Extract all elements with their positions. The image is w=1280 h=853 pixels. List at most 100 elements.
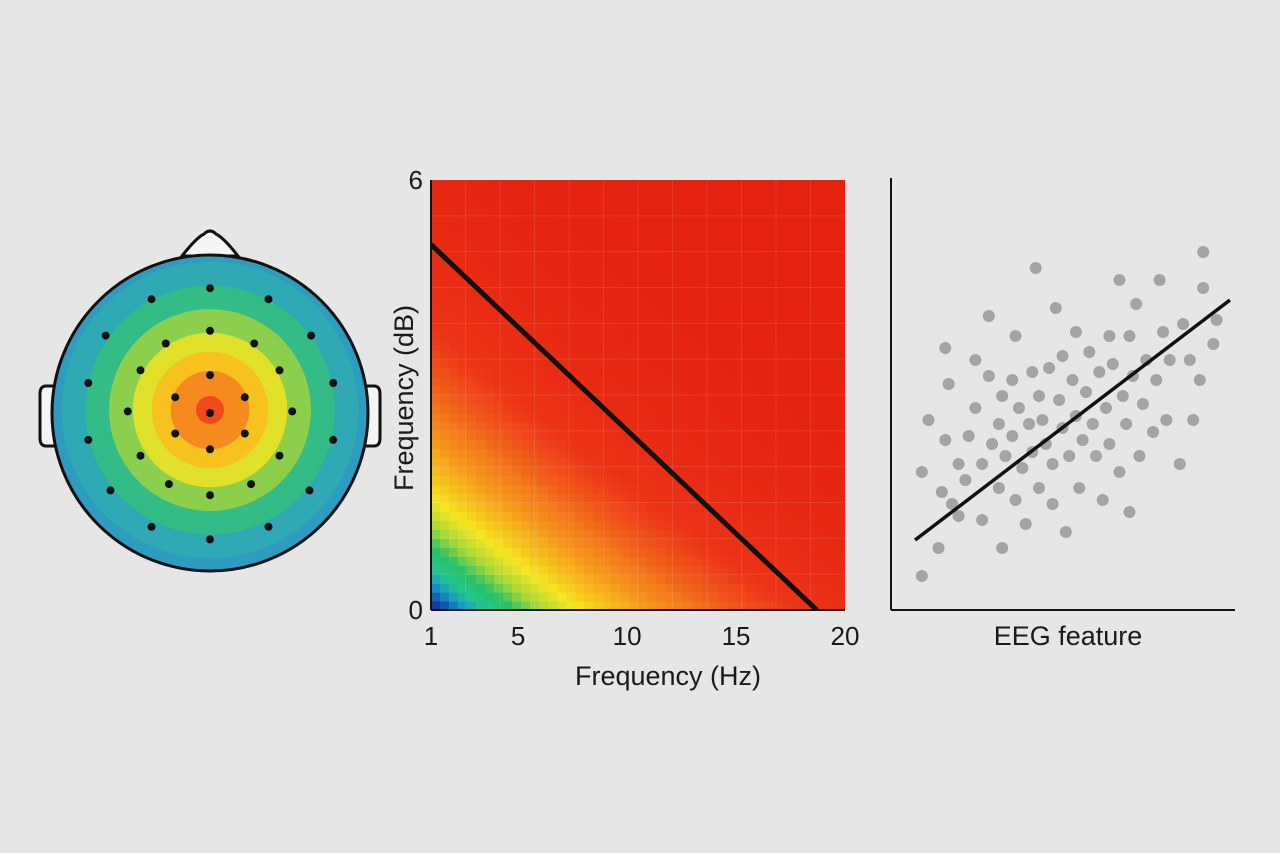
heatmap-cell — [575, 466, 585, 477]
heatmap-cell — [512, 332, 522, 342]
heatmap-cell — [521, 574, 531, 584]
heatmap-cell — [818, 251, 828, 262]
heatmap-cell — [719, 332, 729, 342]
heatmap-cell — [665, 314, 675, 324]
heatmap-cell — [692, 368, 702, 378]
heatmap-cell — [665, 206, 675, 217]
heatmap-cell — [449, 296, 459, 307]
heatmap-cell — [773, 538, 783, 548]
heatmap-cell — [512, 341, 522, 351]
heatmap-cell — [440, 565, 450, 575]
heatmap-cell — [638, 224, 648, 235]
heatmap-cell — [575, 395, 585, 405]
heatmap-cell — [791, 215, 801, 226]
heatmap-cell — [566, 439, 576, 450]
heatmap-cell — [593, 242, 603, 253]
heatmap-cell — [647, 180, 657, 190]
heatmap-cell — [782, 197, 792, 208]
heatmap-cell — [800, 269, 810, 280]
heatmap-cell — [530, 296, 540, 307]
heatmap-cell — [746, 332, 756, 342]
heatmap-cell — [755, 180, 765, 190]
heatmap-cell — [836, 377, 845, 387]
heatmap-cell — [575, 421, 585, 432]
heatmap-cell — [818, 538, 828, 548]
heatmap-cell — [755, 278, 765, 289]
heatmap-cell — [431, 305, 441, 315]
heatmap-cell — [692, 421, 702, 432]
heatmap-cell — [656, 475, 666, 486]
heatmap-cell — [665, 377, 675, 387]
heatmap-cell — [692, 592, 702, 602]
heatmap-cell — [503, 332, 513, 342]
heatmap-cell — [476, 430, 486, 441]
heatmap-cell — [809, 350, 819, 360]
heatmap-cell — [773, 547, 783, 557]
heatmap-cell — [818, 287, 828, 298]
heatmap-cell — [557, 278, 567, 289]
heatmap-cell — [656, 556, 666, 566]
heatmap-cell — [584, 188, 594, 199]
heatmap-cell — [485, 439, 495, 450]
heatmap-cell — [512, 502, 522, 513]
heatmap-cell — [665, 556, 675, 566]
heatmap-cell — [638, 278, 648, 289]
heatmap-cell — [683, 368, 693, 378]
heatmap-cell — [530, 574, 540, 584]
heatmap-cell — [467, 412, 477, 423]
heatmap-cell — [827, 565, 837, 575]
heatmap-cell — [503, 565, 513, 575]
heatmap-cell — [548, 278, 558, 289]
heatmap-cell — [530, 224, 540, 235]
heatmap-cell — [440, 556, 450, 566]
heatmap-cell — [818, 206, 828, 217]
heatmap-cell — [494, 403, 504, 414]
heatmap-cell — [674, 350, 684, 360]
heatmap-cell — [593, 592, 603, 602]
heatmap-cell — [764, 520, 774, 530]
heatmap-cell — [836, 574, 845, 584]
heatmap-cell — [683, 547, 693, 557]
heatmap-cell — [521, 287, 531, 298]
heatmap-cell — [746, 565, 756, 575]
heatmap-cell — [782, 341, 792, 351]
heatmap-cell — [476, 403, 486, 414]
heatmap-cell — [665, 215, 675, 226]
heatmap-cell — [467, 215, 477, 226]
heatmap-cell — [485, 377, 495, 387]
heatmap-cell — [449, 565, 459, 575]
heatmap-cell — [647, 260, 657, 271]
heatmap-cell — [746, 592, 756, 602]
heatmap-cell — [494, 341, 504, 351]
heatmap-cell — [638, 538, 648, 548]
heatmap-cell — [629, 466, 639, 477]
heatmap-cell — [773, 493, 783, 504]
heatmap-cell — [620, 412, 630, 423]
heatmap-cell — [512, 233, 522, 244]
heatmap-cell — [719, 511, 729, 522]
heatmap-cell — [440, 421, 450, 432]
heatmap-cell — [737, 188, 747, 199]
heatmap-cell — [611, 475, 621, 486]
heatmap-cell — [575, 493, 585, 504]
heatmap-cell — [458, 242, 468, 253]
heatmap-cell — [791, 412, 801, 423]
scatter-point — [1006, 374, 1019, 386]
heatmap-cell — [638, 233, 648, 244]
heatmap-cell — [800, 520, 810, 530]
heatmap-cell — [656, 493, 666, 504]
heatmap-cell — [701, 215, 711, 226]
heatmap-cell — [692, 206, 702, 217]
heatmap-cell — [737, 323, 747, 333]
heatmap-cell — [683, 430, 693, 441]
heatmap-cell — [791, 592, 801, 602]
heatmap-cell — [458, 350, 468, 360]
heatmap-cell — [737, 448, 747, 459]
heatmap-cell — [575, 565, 585, 575]
heatmap-cell — [593, 502, 603, 513]
heatmap-cell — [809, 341, 819, 351]
heatmap-cell — [584, 305, 594, 315]
electrode-marker — [247, 480, 256, 489]
heatmap-cell — [800, 206, 810, 217]
heatmap-cell — [521, 233, 531, 244]
